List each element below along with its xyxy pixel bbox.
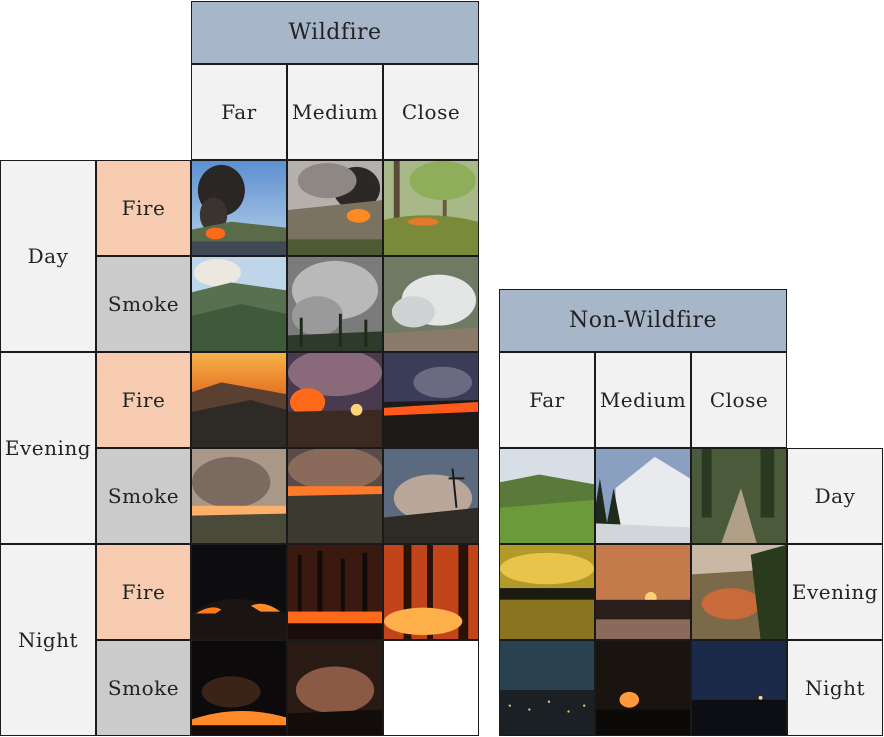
- wildfire-col-close: Close: [383, 64, 479, 160]
- nonwildfire-day-far-photo: [499, 448, 595, 544]
- nonwildfire-night-close-photo: [691, 640, 787, 736]
- nonwildfire-row-evening: Evening: [787, 544, 883, 640]
- wildfire-night-fire-close-photo: [383, 544, 479, 640]
- wildfire-day-fire-close-photo: [383, 160, 479, 256]
- wildfire-day-fire-medium-photo: [287, 160, 383, 256]
- wildfire-night-fire-medium-photo: [287, 544, 383, 640]
- wildfire-day-fire-label: Fire: [96, 160, 191, 256]
- wildfire-evening-smoke-far-photo: [191, 448, 287, 544]
- wildfire-night-fire-label: Fire: [96, 544, 191, 640]
- wildfire-night-smoke-close-empty: [383, 640, 479, 736]
- wildfire-row-evening: Evening: [0, 352, 96, 544]
- nonwildfire-title: Non-Wildfire: [499, 289, 787, 352]
- wildfire-night-smoke-medium-photo: [287, 640, 383, 736]
- wildfire-evening-fire-medium-photo: [287, 352, 383, 448]
- wildfire-evening-smoke-medium-photo: [287, 448, 383, 544]
- wildfire-evening-fire-far-photo: [191, 352, 287, 448]
- nonwildfire-row-night: Night: [787, 640, 883, 736]
- wildfire-day-fire-far-photo: [191, 160, 287, 256]
- wildfire-evening-smoke-close-photo: [383, 448, 479, 544]
- wildfire-night-fire-far-photo: [191, 544, 287, 640]
- nonwildfire-evening-close-photo: [691, 544, 787, 640]
- wildfire-evening-fire-close-photo: [383, 352, 479, 448]
- nonwildfire-row-day: Day: [787, 448, 883, 544]
- wildfire-day-smoke-medium-photo: [287, 256, 383, 352]
- wildfire-day-smoke-far-photo: [191, 256, 287, 352]
- wildfire-col-far: Far: [191, 64, 287, 160]
- nonwildfire-night-far-photo: [499, 640, 595, 736]
- nonwildfire-col-medium: Medium: [595, 352, 691, 448]
- nonwildfire-col-far: Far: [499, 352, 595, 448]
- wildfire-title: Wildfire: [191, 1, 479, 64]
- wildfire-col-medium: Medium: [287, 64, 383, 160]
- nonwildfire-evening-far-photo: [499, 544, 595, 640]
- wildfire-row-day: Day: [0, 160, 96, 352]
- nonwildfire-night-medium-photo: [595, 640, 691, 736]
- wildfire-evening-fire-label: Fire: [96, 352, 191, 448]
- nonwildfire-col-close: Close: [691, 352, 787, 448]
- wildfire-night-smoke-far-photo: [191, 640, 287, 736]
- nonwildfire-evening-medium-photo: [595, 544, 691, 640]
- wildfire-evening-smoke-label: Smoke: [96, 448, 191, 544]
- wildfire-day-smoke-close-photo: [383, 256, 479, 352]
- wildfire-night-smoke-label: Smoke: [96, 640, 191, 736]
- nonwildfire-day-medium-photo: [595, 448, 691, 544]
- wildfire-row-night: Night: [0, 544, 96, 736]
- wildfire-day-smoke-label: Smoke: [96, 256, 191, 352]
- nonwildfire-day-close-photo: [691, 448, 787, 544]
